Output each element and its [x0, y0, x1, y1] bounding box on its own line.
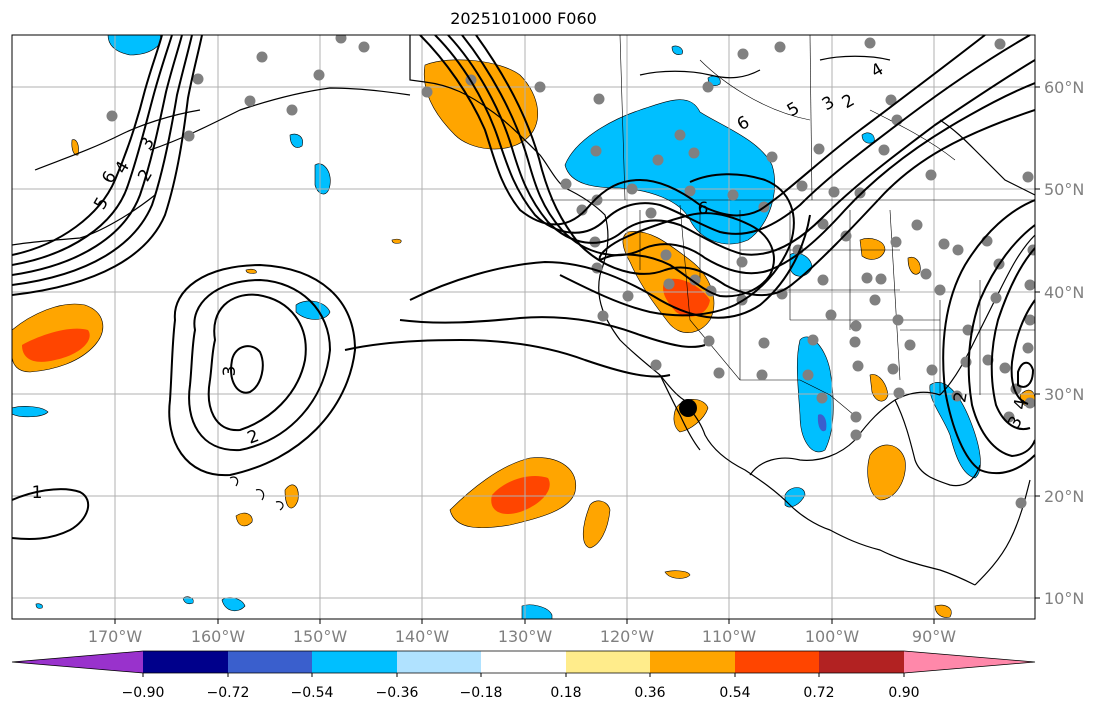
- colorbar-segment: [228, 651, 312, 673]
- colorbar-segment: [397, 651, 481, 673]
- colorbar-segment: [566, 651, 650, 673]
- storm-center-marker: [679, 399, 697, 417]
- colorbar: [11, 650, 1036, 677]
- map-title: 2025101000 F060: [450, 9, 597, 28]
- colorbar-segment: [735, 651, 819, 673]
- colorbar-extend-min: [12, 651, 143, 673]
- colorbar-tick-label: −0.90: [122, 685, 165, 701]
- colorbar-tick-label: −0.72: [207, 685, 250, 701]
- colorbar-segment: [481, 651, 566, 673]
- map-frame: [11, 34, 1036, 620]
- colorbar-segment: [143, 651, 228, 673]
- colorbar-tick-label: 0.54: [719, 685, 750, 701]
- colorbar-segment: [819, 651, 904, 673]
- strong-negative-anomaly-shading: [817, 414, 827, 432]
- colorbar-tick-labels: −0.90 −0.72 −0.54 −0.36 −0.18 0.18 0.36 …: [122, 685, 920, 701]
- lon-label-110w: 110°W: [702, 627, 757, 646]
- lon-label-150w: 150°W: [293, 627, 348, 646]
- contour-label: 4: [1010, 397, 1032, 411]
- colorbar-tick-label: 0.18: [550, 685, 581, 701]
- positive-anomaly-shading: [12, 59, 1035, 618]
- lon-label-170w: 170°W: [88, 627, 143, 646]
- station-markers: [106, 35, 1035, 509]
- lat-label-30n: 30°N: [1044, 385, 1084, 404]
- lat-label-10n: 10°N: [1044, 589, 1084, 608]
- lon-label-90w: 90°W: [912, 627, 956, 646]
- lon-label-120w: 120°W: [600, 627, 655, 646]
- lon-label-160w: 160°W: [191, 627, 246, 646]
- colorbar-tick-label: −0.18: [460, 685, 503, 701]
- colorbar-segment: [650, 651, 735, 673]
- lat-label-40n: 40°N: [1044, 283, 1084, 302]
- colorbar-tick-label: −0.36: [376, 685, 419, 701]
- colorbar-segment: [312, 651, 397, 673]
- contour-lines: [12, 35, 1035, 540]
- contour-label: 1: [32, 483, 43, 503]
- colorbar-tick-label: 0.36: [634, 685, 665, 701]
- colorbar-tick-label: 0.90: [888, 685, 919, 701]
- colorbar-tick-label: −0.54: [291, 685, 334, 701]
- political-borders: [409, 35, 1035, 421]
- contour-label: 3: [220, 366, 240, 377]
- contour-label: 2: [950, 390, 972, 404]
- colorbar-extend-max: [904, 651, 1035, 673]
- lon-label-130w: 130°W: [498, 627, 553, 646]
- lon-label-100w: 100°W: [805, 627, 860, 646]
- lat-label-20n: 20°N: [1044, 487, 1084, 506]
- colorbar-tick-label: 0.72: [803, 685, 834, 701]
- latitude-axis: 60°N 50°N 40°N 30°N 20°N 10°N: [1035, 78, 1084, 608]
- lat-label-60n: 60°N: [1044, 78, 1084, 97]
- lat-label-50n: 50°N: [1044, 180, 1084, 199]
- longitude-axis: 170°W 160°W 150°W 140°W 130°W 120°W 110°…: [88, 619, 956, 646]
- contour-label: 6: [698, 199, 709, 219]
- lon-label-140w: 140°W: [395, 627, 450, 646]
- strong-positive-anomaly-shading: [22, 278, 710, 515]
